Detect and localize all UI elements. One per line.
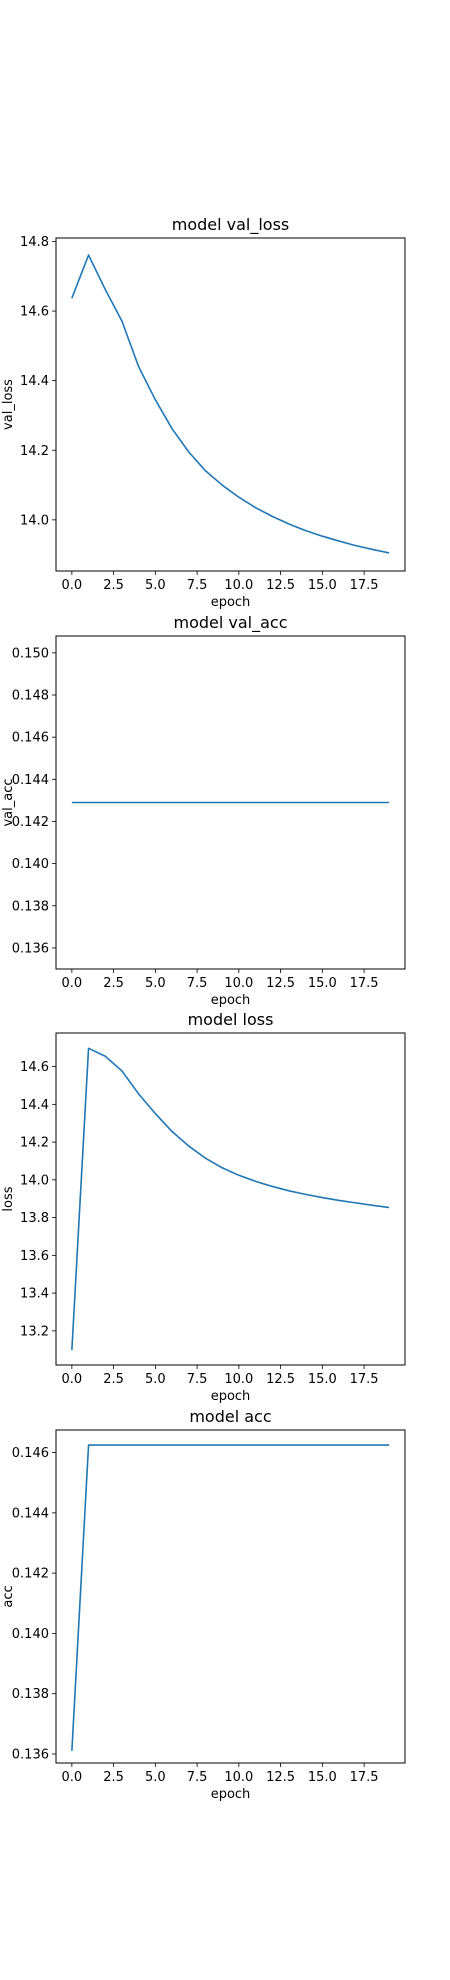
x-tick-label: 2.5 — [103, 1770, 124, 1785]
x-tick-label: 7.5 — [187, 1372, 208, 1387]
y-tick-label: 14.2 — [20, 444, 49, 459]
y-tick-label: 0.140 — [12, 1627, 49, 1642]
x-tick-label: 0.0 — [62, 1770, 83, 1785]
x-tick-label: 2.5 — [103, 976, 124, 991]
y-axis-label: loss — [1, 1186, 16, 1211]
x-tick-label: 15.0 — [308, 976, 337, 991]
x-tick-label: 0.0 — [62, 578, 83, 593]
x-tick-label: 7.5 — [187, 1770, 208, 1785]
series-line — [71, 1444, 390, 1751]
y-tick-label: 14.8 — [20, 235, 49, 250]
x-tick-label: 7.5 — [187, 976, 208, 991]
y-tick-label: 13.4 — [20, 1287, 49, 1302]
chart-4: model acc 0.0 2.5 5.0 7.5 10.0 12.5 15.0 17.5 0.1… — [1, 1407, 406, 1802]
y-tick-label: 14.2 — [20, 1136, 49, 1151]
x-tick-label: 15.0 — [308, 1372, 337, 1387]
y-tick-label: 0.138 — [12, 1687, 49, 1702]
x-tick-label: 12.5 — [266, 578, 295, 593]
y-tick-label: 14.0 — [20, 513, 49, 528]
x-tick-label: 2.5 — [103, 578, 124, 593]
chart-1: model val_loss 0.0 2.5 5.0 7.5 10.0 12.5 15.0 17… — [1, 215, 406, 610]
series-line — [71, 1047, 390, 1351]
x-tick-label: 5.0 — [145, 578, 166, 593]
y-tick-label: 0.142 — [12, 1567, 49, 1582]
x-axis-label: epoch — [211, 1787, 251, 1802]
y-tick-label: 13.8 — [20, 1211, 49, 1226]
chart-3: model loss 0.0 2.5 5.0 7.5 10.0 12.5 15.0 17.5 13… — [1, 1010, 406, 1404]
x-axis-label: epoch — [211, 1389, 251, 1404]
chart-title: model loss — [188, 1010, 274, 1029]
x-tick-label: 5.0 — [145, 1770, 166, 1785]
axes-frame — [55, 237, 406, 572]
y-tick-label: 0.148 — [12, 689, 49, 704]
y-tick-label: 0.146 — [12, 1446, 49, 1461]
y-tick-label: 0.140 — [12, 857, 49, 872]
y-axis-label: val_acc — [1, 778, 16, 826]
chart-title: model val_loss — [172, 215, 290, 235]
x-tick-label: 10.0 — [224, 1372, 253, 1387]
y-tick-label: 0.142 — [12, 815, 49, 830]
x-tick-label: 0.0 — [62, 976, 83, 991]
axes-frame — [55, 1429, 406, 1764]
x-tick-label: 17.5 — [350, 976, 379, 991]
x-tick-label: 17.5 — [350, 1372, 379, 1387]
y-tick-label: 14.6 — [20, 1060, 49, 1075]
x-tick-label: 10.0 — [224, 1770, 253, 1785]
y-tick-label: 0.138 — [12, 899, 49, 914]
x-axis-label: epoch — [211, 595, 251, 610]
x-tick-label: 12.5 — [266, 1770, 295, 1785]
series-line — [71, 254, 390, 554]
axes-frame — [55, 635, 406, 970]
y-tick-label: 0.136 — [12, 941, 49, 956]
y-tick-label: 0.146 — [12, 731, 49, 746]
y-tick-label: 14.0 — [20, 1173, 49, 1188]
x-tick-label: 12.5 — [266, 976, 295, 991]
axes-frame — [55, 1032, 406, 1366]
x-tick-label: 12.5 — [266, 1372, 295, 1387]
y-tick-label: 0.144 — [12, 773, 49, 788]
chart-2: model val_acc 0.0 2.5 5.0 7.5 10.0 12.5 15.0 17.… — [1, 613, 406, 1008]
x-tick-label: 0.0 — [62, 1372, 83, 1387]
y-tick-label: 0.136 — [12, 1747, 49, 1762]
chart-title: model val_acc — [173, 613, 287, 633]
y-axis-label: acc — [1, 1585, 16, 1607]
x-tick-label: 15.0 — [308, 578, 337, 593]
y-tick-label: 13.6 — [20, 1249, 49, 1264]
y-tick-label: 13.2 — [20, 1324, 49, 1339]
x-tick-label: 17.5 — [350, 578, 379, 593]
x-tick-label: 5.0 — [145, 1372, 166, 1387]
x-tick-label: 2.5 — [103, 1372, 124, 1387]
x-tick-label: 17.5 — [350, 1770, 379, 1785]
x-tick-label: 10.0 — [224, 578, 253, 593]
x-tick-label: 5.0 — [145, 976, 166, 991]
x-axis-label: epoch — [211, 993, 251, 1008]
x-tick-label: 10.0 — [224, 976, 253, 991]
y-tick-label: 0.144 — [12, 1506, 49, 1521]
y-axis-label: val_loss — [1, 379, 16, 430]
y-tick-label: 0.150 — [12, 646, 49, 661]
y-tick-label: 14.4 — [20, 1098, 49, 1113]
chart-title: model acc — [189, 1407, 271, 1426]
y-tick-label: 14.4 — [20, 374, 49, 389]
y-tick-label: 14.6 — [20, 305, 49, 320]
x-tick-label: 15.0 — [308, 1770, 337, 1785]
x-tick-label: 7.5 — [187, 578, 208, 593]
